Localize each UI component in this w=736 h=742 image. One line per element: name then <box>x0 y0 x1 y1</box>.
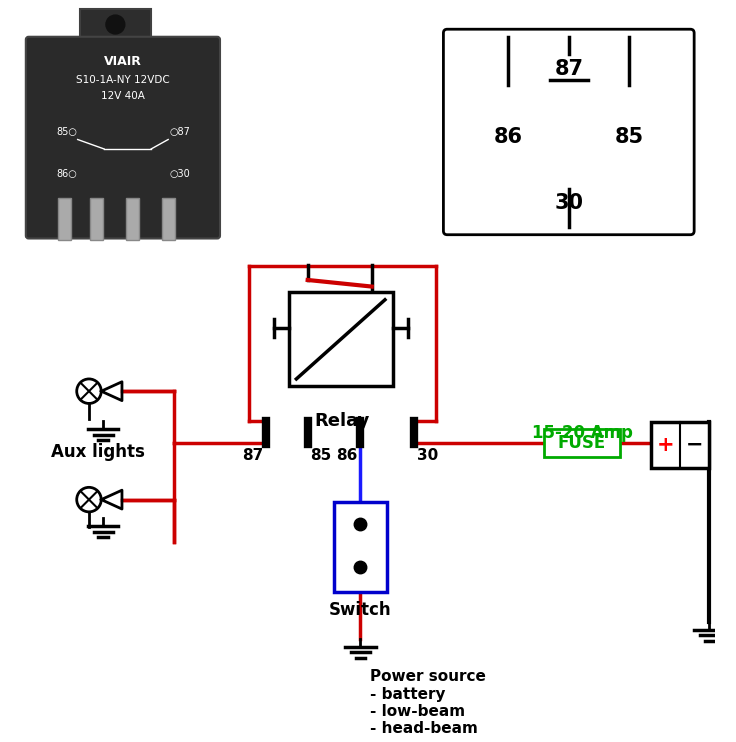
Text: 85: 85 <box>311 447 332 463</box>
Text: 86○: 86○ <box>56 169 77 180</box>
Text: 15-20 Amp: 15-20 Amp <box>531 424 632 442</box>
Bar <box>126 198 139 240</box>
Text: Power source
- battery
- low-beam
- head-beam: Power source - battery - low-beam - head… <box>370 669 486 737</box>
Text: 85○: 85○ <box>56 127 77 137</box>
Text: 12V 40A: 12V 40A <box>101 91 145 101</box>
Text: Switch: Switch <box>329 602 392 620</box>
Bar <box>79 10 151 39</box>
Bar <box>545 429 620 457</box>
FancyBboxPatch shape <box>26 37 220 238</box>
Text: −: − <box>686 435 704 455</box>
Bar <box>651 422 710 467</box>
Text: 86: 86 <box>494 127 523 147</box>
Bar <box>90 198 103 240</box>
Text: ○30: ○30 <box>169 169 190 180</box>
Text: Aux lights: Aux lights <box>52 444 145 462</box>
Bar <box>162 198 174 240</box>
Bar <box>289 292 392 387</box>
Text: FUSE: FUSE <box>558 434 606 452</box>
FancyBboxPatch shape <box>443 29 694 234</box>
Text: VIAIR: VIAIR <box>104 55 142 68</box>
Text: S10-1A-NY 12VDC: S10-1A-NY 12VDC <box>76 75 170 85</box>
Text: 30: 30 <box>554 193 584 213</box>
Text: 87: 87 <box>242 447 263 463</box>
Text: 30: 30 <box>417 447 438 463</box>
Text: 87: 87 <box>554 59 584 79</box>
Circle shape <box>106 15 125 34</box>
Text: 86: 86 <box>336 447 358 463</box>
Text: +: + <box>657 435 674 455</box>
Bar <box>334 502 387 592</box>
Text: 85: 85 <box>615 127 644 147</box>
Text: ○87: ○87 <box>169 127 190 137</box>
Text: Relay: Relay <box>315 412 370 430</box>
Bar <box>58 198 71 240</box>
